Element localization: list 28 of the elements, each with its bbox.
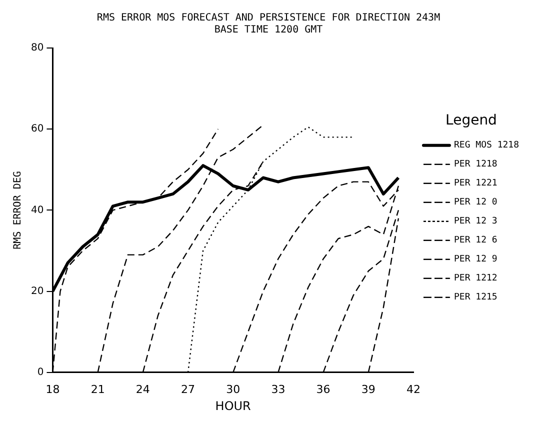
legend-label: PER 12 0 bbox=[454, 198, 498, 208]
legend-label: PER 1215 bbox=[454, 292, 498, 303]
y-tick-label: 0 bbox=[37, 366, 44, 378]
y-tick-label: 40 bbox=[30, 204, 44, 216]
legend-title: Legend bbox=[446, 112, 497, 129]
legend-label: PER 1212 bbox=[454, 274, 498, 284]
y-axis-title: RMS ERROR DEG bbox=[12, 171, 24, 250]
legend-label: PER 12 3 bbox=[454, 216, 498, 227]
x-tick-label: 30 bbox=[226, 382, 240, 396]
legend-label: PER 1221 bbox=[454, 178, 498, 189]
legend-label: PER 12 9 bbox=[454, 254, 498, 265]
x-tick-label: 18 bbox=[46, 382, 60, 396]
legend-label: REG MOS 1218 bbox=[454, 140, 520, 151]
x-tick-label: 36 bbox=[316, 382, 330, 396]
chart-title: RMS ERROR MOS FORECAST AND PERSISTENCE FOR DIRECTION 243M bbox=[96, 12, 440, 24]
y-tick-label: 20 bbox=[30, 286, 44, 297]
chart-subtitle: BASE TIME 1200 GMT bbox=[214, 24, 323, 36]
x-axis-title: HOUR bbox=[215, 398, 251, 413]
y-tick-label: 80 bbox=[30, 42, 44, 54]
x-tick-label: 39 bbox=[361, 382, 376, 396]
legend-label: PER 12 6 bbox=[454, 236, 498, 246]
x-tick-label: 24 bbox=[136, 382, 150, 396]
x-tick-label: 21 bbox=[90, 382, 105, 396]
y-tick-label: 60 bbox=[30, 124, 44, 135]
x-tick-label: 42 bbox=[406, 382, 420, 396]
x-tick-label: 33 bbox=[271, 382, 286, 396]
legend-label: PER 1218 bbox=[454, 160, 498, 170]
x-tick-label: 27 bbox=[181, 382, 196, 396]
